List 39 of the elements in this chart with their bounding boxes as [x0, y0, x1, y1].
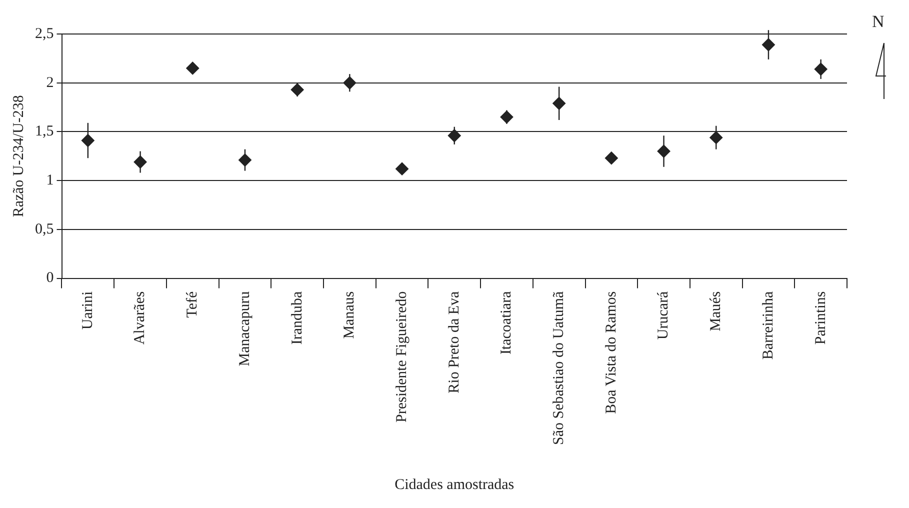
text: N: [872, 12, 884, 32]
point: [448, 129, 461, 142]
x-tick-label: Manaus: [342, 291, 358, 339]
x-tick-label: Rio Preto da Eva: [446, 290, 462, 394]
y-tick-label: 2,5: [35, 26, 54, 42]
point: [343, 76, 356, 90]
point: [290, 83, 304, 96]
x-tick-label: Barreirinha: [760, 290, 776, 360]
x-tick-label: Alvarães: [132, 291, 148, 345]
point: [186, 62, 200, 75]
point: [710, 131, 723, 144]
x-tick-label: São Sebastiao do Uatumã: [551, 290, 568, 446]
point: [238, 154, 252, 167]
x-tick-label: Parintins: [812, 291, 829, 345]
y-tick-label: 0: [46, 270, 54, 286]
x-tick-label: Manacapuru: [236, 290, 253, 366]
x-tick-label: Uarini: [80, 291, 96, 330]
y-tick-label: 2: [46, 74, 54, 91]
point: [604, 152, 618, 165]
x-tick-label: Boa Vista do Ramos: [603, 291, 620, 414]
point: [81, 134, 94, 148]
point: [396, 162, 409, 176]
x-tick-label: Tefé: [184, 290, 201, 318]
x-tick-label: Itacoatiara: [498, 290, 515, 355]
y-tick-label: 1,5: [35, 124, 54, 140]
x-tick-label: Iranduba: [289, 290, 306, 345]
point: [134, 156, 147, 169]
point: [814, 62, 828, 76]
point: [657, 144, 670, 158]
x-tick-label: Presidente Figueiredo: [394, 291, 410, 423]
y-tick-label: 0,5: [35, 221, 54, 238]
x-axis-title: Cidades amostradas: [394, 476, 514, 493]
y-tick-label: 1: [46, 172, 54, 189]
point: [762, 38, 775, 52]
x-tick-label: Urucará: [656, 290, 672, 340]
y-axis-title: Razão U-234/U-238: [10, 95, 27, 218]
point: [552, 96, 566, 110]
point: [500, 110, 514, 124]
x-tick-label: Maués: [708, 291, 724, 332]
